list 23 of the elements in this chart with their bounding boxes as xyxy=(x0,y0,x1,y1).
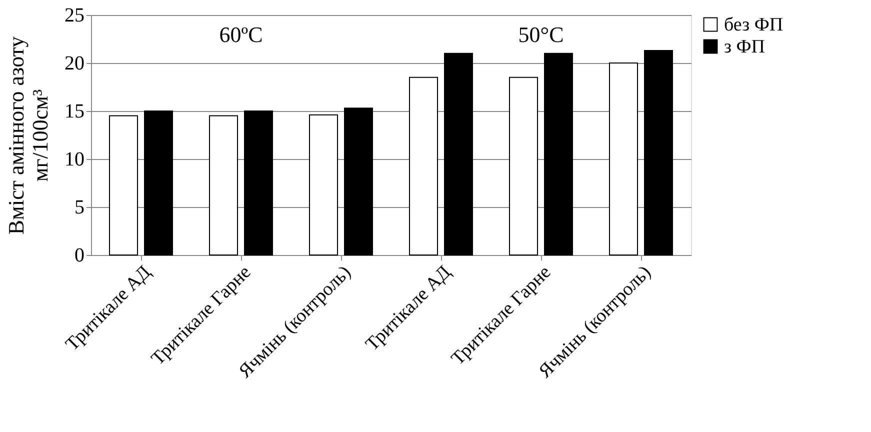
bar xyxy=(544,52,573,256)
bar xyxy=(609,62,638,256)
bar xyxy=(344,108,373,256)
bar xyxy=(409,76,438,256)
bar xyxy=(444,52,473,256)
bar xyxy=(209,115,238,256)
bar xyxy=(509,76,538,256)
y-tick-label: 0 xyxy=(74,244,84,266)
legend-label: з ФП xyxy=(724,36,766,58)
y-tick-label: 5 xyxy=(74,196,84,218)
bar xyxy=(309,114,338,256)
annotation: 60ºC xyxy=(219,22,263,47)
bar xyxy=(109,115,138,256)
bar xyxy=(244,110,273,256)
bar xyxy=(644,50,673,256)
y-tick-label: 15 xyxy=(64,100,84,122)
y-axis-title: Вміст амінного азоту мг/100см³ xyxy=(4,36,52,235)
annotation: 50°C xyxy=(518,22,564,47)
y-tick-label: 25 xyxy=(64,4,84,26)
y-tick-label: 20 xyxy=(64,52,84,74)
y-tick-label: 10 xyxy=(64,148,84,170)
legend-label: без ФП xyxy=(724,14,784,36)
bar xyxy=(144,110,173,256)
